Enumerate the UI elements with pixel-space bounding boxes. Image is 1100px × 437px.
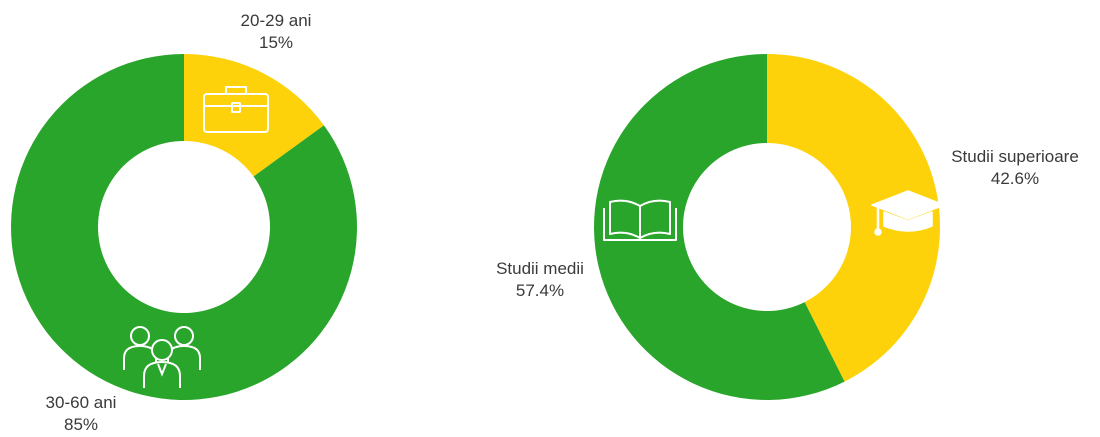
category-label: Studii medii xyxy=(496,259,584,278)
value-label: 42.6% xyxy=(990,169,1040,188)
label-studii-medii: Studii medii 57.4% xyxy=(470,258,610,302)
category-label: 30-60 ani xyxy=(45,393,117,412)
value-label: 57.4% xyxy=(515,281,565,300)
slice-studii-medii xyxy=(593,54,845,400)
category-label: 20-29 ani xyxy=(240,11,312,30)
people-group-icon xyxy=(123,326,201,388)
value-label: 15% xyxy=(258,33,294,52)
graduation-cap-icon xyxy=(871,190,945,236)
label-studii-superioare: Studii superioare 42.6% xyxy=(930,146,1100,190)
briefcase-icon xyxy=(203,86,269,133)
open-book-icon xyxy=(603,199,677,241)
slice-20-29-ani xyxy=(184,54,324,177)
slice-30-60-ani xyxy=(10,54,357,400)
label-20-29-ani: 20-29 ani 15% xyxy=(216,10,336,54)
value-label: 85% xyxy=(63,415,99,434)
slice-studii-superioare xyxy=(767,54,940,382)
education-donut-chart xyxy=(593,54,940,400)
age-donut-chart xyxy=(10,54,357,400)
label-30-60-ani: 30-60 ani 85% xyxy=(26,392,136,436)
category-label: Studii superioare xyxy=(951,147,1079,166)
